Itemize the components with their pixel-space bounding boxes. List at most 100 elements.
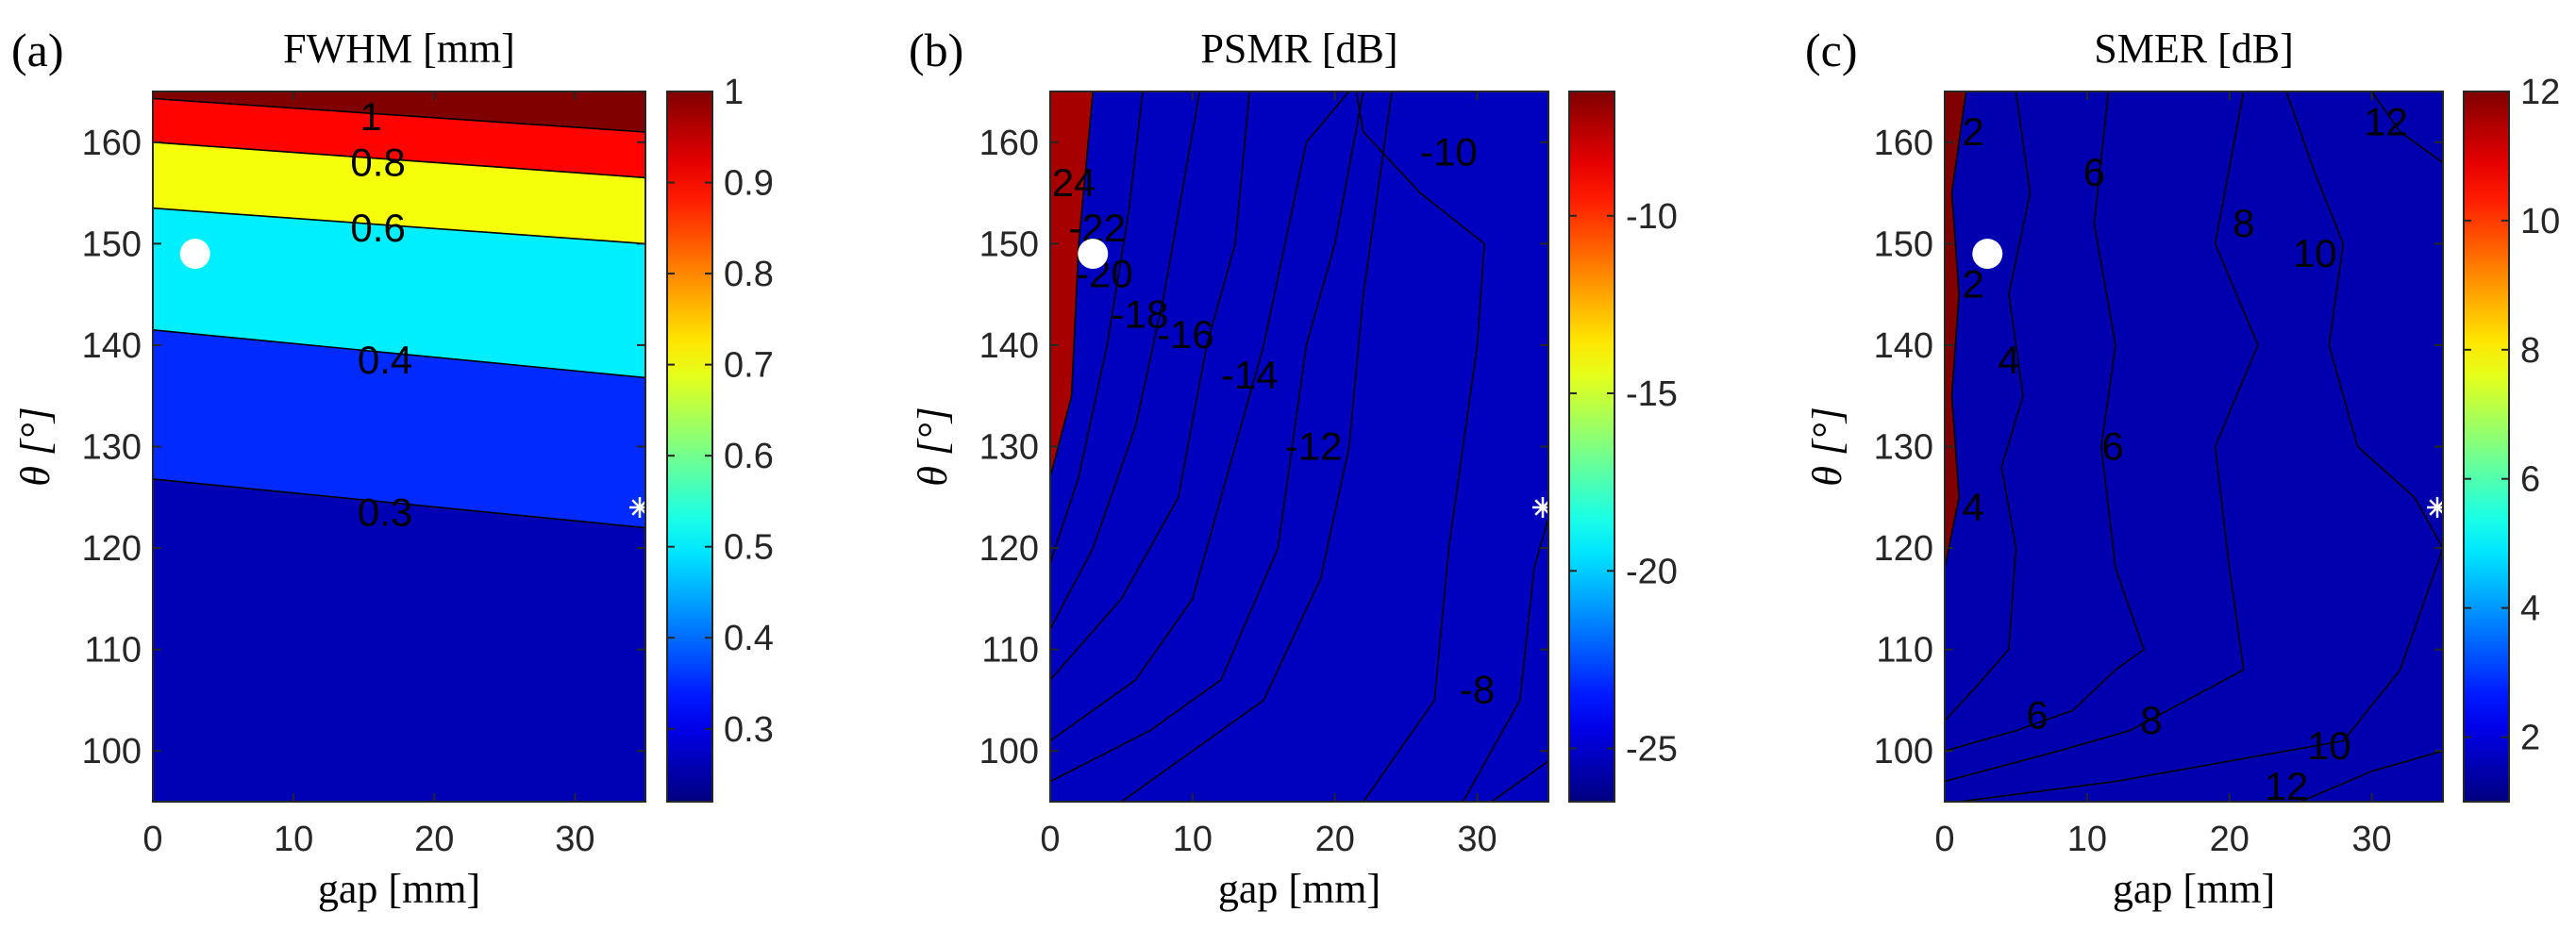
- contour-line: [2300, 750, 2443, 802]
- contour-label: 8: [2140, 698, 2162, 742]
- contour-line: [153, 141, 645, 179]
- contour-line: [1050, 91, 1364, 783]
- x-tick-label: 0: [1040, 820, 1060, 859]
- panel-title: PSMR [dB]: [1200, 25, 1397, 72]
- contour-line: [1050, 91, 1250, 681]
- y-tick-label: 100: [1874, 732, 1933, 771]
- contour-label: 0.3: [358, 489, 412, 534]
- colorbar-tick-label: 10: [2520, 202, 2560, 241]
- y-tick-label: 100: [979, 732, 1039, 771]
- contour-line: [1945, 91, 2146, 752]
- x-tick-label: 10: [2067, 820, 2107, 859]
- y-axis-label: θ [°]: [1804, 406, 1850, 486]
- contour-label: 0.8: [350, 140, 405, 184]
- optimum-dot-marker: [1078, 239, 1109, 270]
- star-marker: [2427, 497, 2443, 519]
- contour-line: [153, 478, 645, 529]
- contour-label: 6: [2101, 424, 2123, 469]
- x-tick-label: 0: [1934, 820, 1954, 859]
- contour-line: [153, 207, 645, 245]
- contour-line: [1050, 91, 1144, 564]
- colorbar-tick-label: 0.7: [724, 346, 774, 386]
- plot-area: -24-22-20-18-16-14-12-10-8: [1039, 91, 1548, 802]
- colorbar-tick-label: -15: [1626, 374, 1678, 414]
- x-tick-label: 30: [2351, 820, 2391, 859]
- contour-label: 12: [2364, 99, 2408, 143]
- y-tick-label: 150: [1874, 224, 1933, 264]
- star-marker: [629, 497, 645, 519]
- colorbar-tick-label: 4: [2520, 589, 2540, 629]
- panel-label: (a): [11, 24, 64, 76]
- contour-label: 8: [2233, 201, 2254, 245]
- contour-band: [1945, 91, 2443, 802]
- contour-line: [153, 329, 645, 379]
- contour-label: -8: [1460, 668, 1495, 712]
- contour-band: [153, 478, 645, 802]
- y-tick-label: 140: [82, 326, 142, 366]
- contour-label: 10: [2307, 723, 2351, 768]
- colorbar-tick-label: -20: [1626, 552, 1678, 591]
- y-tick-label: 110: [1876, 631, 1933, 671]
- colorbar-tick-label: 1: [724, 73, 744, 112]
- contour-line: [1462, 517, 1548, 802]
- y-tick-label: 150: [979, 224, 1039, 264]
- x-axis-label: gap [mm]: [318, 866, 480, 912]
- contour-line: [1945, 91, 1967, 569]
- contour-label: 1: [360, 94, 381, 139]
- star-marker: [1532, 497, 1548, 519]
- y-tick-label: 120: [1874, 529, 1933, 569]
- optimum-dot-marker: [1972, 239, 2003, 270]
- y-tick-label: 120: [979, 529, 1039, 569]
- x-tick-label: 10: [274, 820, 313, 859]
- contour-line: [1491, 760, 1548, 802]
- panel-a: 0.30.40.60.810 10 20 3010011012013014015016…: [11, 24, 774, 912]
- contour-line: [153, 97, 645, 133]
- x-axis-label: gap [mm]: [1218, 866, 1380, 912]
- contour-line: [1945, 91, 2032, 722]
- panel-title: SMER [dB]: [2094, 25, 2293, 72]
- colorbar: [1568, 91, 1615, 803]
- y-tick-label: 100: [82, 732, 142, 771]
- contour-line: [2370, 91, 2443, 163]
- contour-label: 6: [2026, 693, 2048, 738]
- y-axis-label: θ [°]: [12, 406, 59, 486]
- colorbar-tick-label: 0.9: [724, 164, 774, 204]
- contour-label: 0.4: [358, 338, 412, 382]
- y-tick-label: 110: [84, 631, 142, 671]
- contour-label: 12: [2265, 764, 2309, 808]
- contour-line: [1355, 91, 1485, 802]
- y-tick-label: 160: [1874, 124, 1933, 163]
- colorbar-tick-label: 0.3: [724, 710, 774, 750]
- contour-label: -16: [1157, 312, 1214, 357]
- contour-label: 0.6: [350, 206, 405, 250]
- x-tick-label: 20: [2210, 820, 2250, 859]
- colorbar-tick-label: 0.4: [724, 619, 774, 658]
- contour-label: 6: [2083, 150, 2105, 194]
- y-tick-label: 130: [979, 428, 1039, 468]
- x-tick-label: 30: [1457, 820, 1497, 859]
- contour-label: -12: [1285, 424, 1343, 469]
- panel-title: FWHM [mm]: [283, 25, 515, 72]
- contour-label: -18: [1112, 292, 1169, 337]
- y-tick-label: 140: [979, 326, 1039, 366]
- contour-label: 2: [1962, 261, 1983, 306]
- contour-line: [1120, 91, 1393, 802]
- colorbar-tick-label: 12: [2520, 73, 2560, 112]
- colorbar-tick-label: -25: [1626, 730, 1678, 770]
- contour-line: [1945, 91, 2259, 783]
- colorbar-tick-label: 8: [2520, 331, 2540, 371]
- colorbar-tick-label: -10: [1626, 197, 1678, 237]
- x-axis-label: gap [mm]: [2113, 866, 2275, 912]
- contour-label: -14: [1221, 353, 1279, 397]
- x-tick-label: 10: [1173, 820, 1213, 859]
- colorbar-tick-label: 6: [2520, 460, 2540, 500]
- y-tick-label: 160: [82, 124, 142, 163]
- contour-label: -24: [1039, 160, 1096, 205]
- y-tick-label: 160: [979, 124, 1039, 163]
- contour-label: 10: [2293, 231, 2337, 275]
- contour-label: 2: [1962, 109, 1983, 154]
- panel-label: (c): [1805, 24, 1858, 76]
- contour-line: [1050, 91, 1095, 478]
